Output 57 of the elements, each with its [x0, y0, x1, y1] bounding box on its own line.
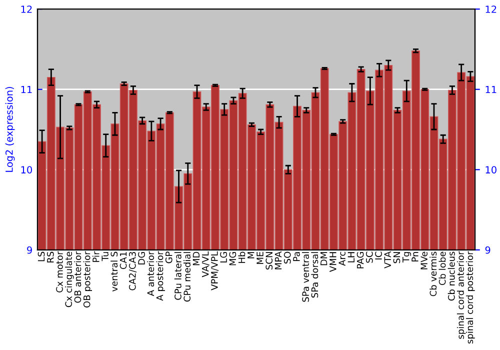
x-tick-label: LG — [220, 252, 227, 262]
x-tick-label: SC — [366, 252, 373, 263]
x-tick-label: DG — [138, 252, 145, 264]
x-tick-label: Hb — [238, 252, 246, 263]
x-tick-label: CA1 — [120, 252, 127, 270]
x-tick-label: SO — [284, 252, 291, 264]
y2-tick-label: 11 — [486, 86, 496, 94]
x-tick-label: A posterior — [156, 251, 165, 301]
x-tick-label: Arc — [338, 252, 346, 266]
x-tick-label: OB posterior — [83, 251, 92, 308]
x-tick-label: CPu lateral — [174, 252, 182, 300]
y2-tick-label: 12 — [486, 6, 496, 13]
y-axis-title: Log2 (expression) — [5, 87, 15, 172]
x-tick-label: Tu — [102, 252, 108, 262]
x-tick-label: SPa ventral — [302, 252, 309, 302]
x-tick-label: Cx motor — [56, 251, 63, 292]
x-tick-label: Cb lobe — [438, 252, 446, 286]
y-tick-label: 9 — [27, 246, 32, 254]
x-tick-label: SN — [393, 252, 400, 264]
x-tick-label: Tg — [402, 252, 412, 263]
x-tick-label: GP — [165, 252, 172, 264]
x-tick-label: VPM/VPL — [211, 251, 219, 290]
x-tick-label: VMH — [330, 252, 336, 272]
x-tick-label: LH — [348, 252, 354, 262]
x-tick-label: OB anterior — [74, 251, 82, 303]
y-tick-label: 10 — [21, 166, 32, 174]
x-tick-label: CPu medial — [184, 252, 191, 302]
x-tick-label: Cb vermis — [430, 252, 437, 296]
x-tick-label: Pn — [412, 252, 418, 262]
x-tick-label: MD — [192, 252, 200, 266]
x-tick-label: VA/VL — [202, 251, 210, 278]
y-tick-label: 12 — [21, 6, 32, 13]
x-tick-label: spinal cord anterior — [456, 251, 466, 339]
x-tick-label: RS — [46, 252, 54, 262]
x-tick-label: spinal cord posterior — [466, 251, 475, 344]
x-tick-label: M — [248, 252, 254, 258]
x-tick-label: SCN — [266, 252, 273, 270]
x-tick-label: IC — [375, 252, 382, 260]
x-tick-label: SPa dorsal — [311, 252, 318, 298]
x-tick-label: LS — [38, 252, 45, 262]
x-tick-label: MVe — [420, 252, 428, 270]
x-tick-label: Pir — [92, 251, 100, 262]
x-tick-label: VTA — [384, 251, 391, 268]
x-tick-label: A anterior — [147, 251, 154, 296]
x-tick-label: MPA — [274, 251, 282, 270]
x-tick-label: ME — [256, 252, 264, 264]
y-tick-label: 11 — [21, 86, 32, 94]
x-tick-label: ventral S — [110, 252, 118, 292]
x-tick-label: Pa — [293, 252, 300, 261]
x-tick-label: MG — [229, 252, 236, 266]
x-tick-label: Cx cingulate — [65, 252, 74, 308]
y2-tick-label: 10 — [486, 166, 496, 174]
x-tick-label: CA2/CA3 — [128, 252, 137, 290]
x-tick-label: Cb nucleus — [448, 252, 455, 301]
x-tick-label: PAG — [356, 252, 364, 268]
y2-tick-label: 9 — [485, 246, 490, 254]
x-tick-label: DM — [320, 252, 328, 266]
